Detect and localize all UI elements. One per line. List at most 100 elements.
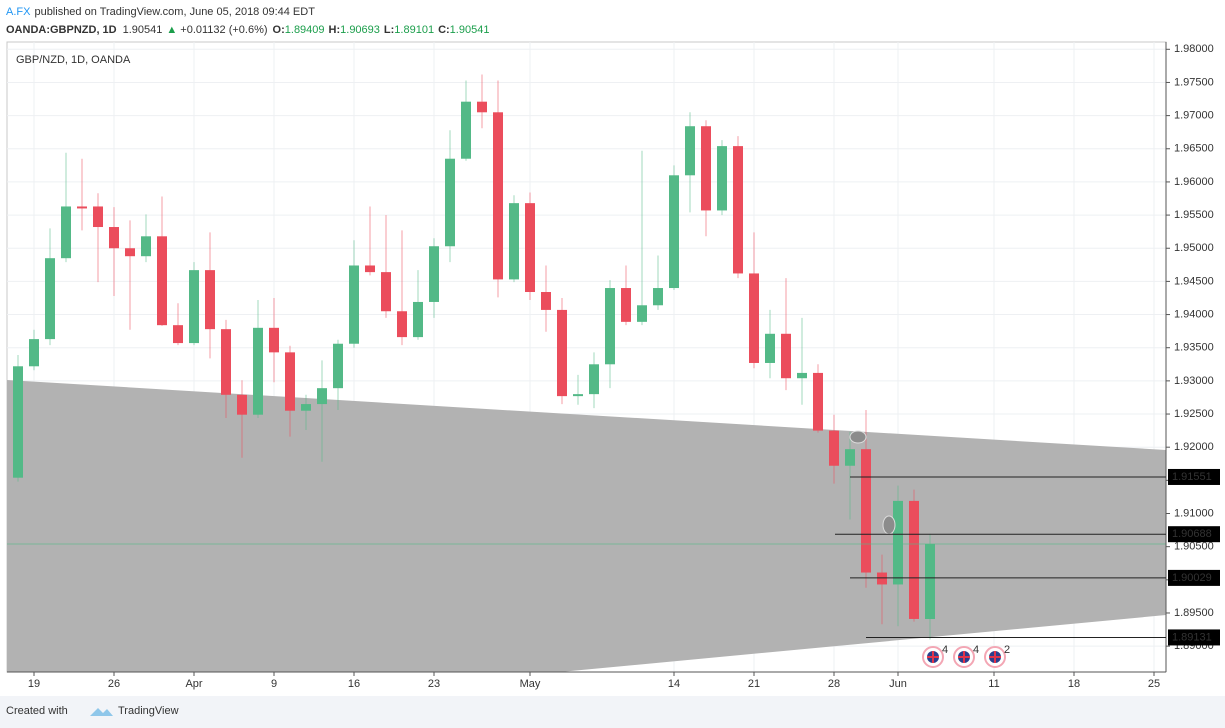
close-label: C: [438, 24, 450, 36]
x-tick-label: 18 [1068, 678, 1080, 690]
y-tick-label: 1.90500 [1174, 541, 1214, 553]
candle-body [301, 404, 311, 411]
candle-body [13, 366, 23, 478]
candle-body [285, 352, 295, 411]
y-tick-label: 1.95000 [1174, 242, 1214, 254]
candle-body [109, 227, 119, 249]
low-label: L: [384, 24, 394, 36]
logo [90, 708, 113, 716]
open: 1.89409 [285, 24, 325, 36]
candle-body [845, 449, 855, 466]
y-tick-label: 1.89500 [1174, 607, 1214, 619]
marker [849, 430, 867, 444]
candle-body [669, 175, 679, 289]
author[interactable]: A.FX [6, 6, 31, 18]
candle-body [157, 236, 167, 326]
change: +0.01132 (+0.6%) [180, 24, 267, 36]
created-with: Created with [6, 705, 68, 717]
candle-body [525, 203, 535, 293]
candle-body [93, 206, 103, 228]
y-tick-label: 1.98000 [1174, 43, 1214, 55]
event-count: 4 [973, 644, 979, 656]
candle-body [733, 146, 743, 274]
candle-body [925, 543, 935, 620]
published: published on TradingView.com, June 05, 2… [34, 6, 315, 18]
x-tick-label: 26 [108, 678, 120, 690]
candle-body [749, 273, 759, 363]
y-tick-label: 1.94000 [1174, 308, 1214, 320]
y-tick-label: 1.97500 [1174, 76, 1214, 88]
symbol: OANDA:GBPNZD, 1D [6, 24, 117, 36]
candle-body [909, 500, 919, 619]
candle-body [877, 572, 887, 585]
last: 1.90541 [123, 24, 163, 36]
axes: 1.890001.895001.900001.905001.910001.915… [28, 43, 1220, 690]
candle-body [413, 301, 423, 338]
candle-body [253, 327, 263, 415]
x-tick-label: 16 [348, 678, 360, 690]
event-cross [989, 651, 1001, 663]
candle-body [445, 158, 455, 247]
candle-body [269, 327, 279, 353]
candle-body [637, 305, 647, 322]
x-tick-label: 23 [428, 678, 440, 690]
candle-body [813, 372, 823, 431]
candle-body [861, 449, 871, 573]
price-label-box [1168, 569, 1220, 586]
x-tick-label: 28 [828, 678, 840, 690]
y-tick-label: 1.92000 [1174, 441, 1214, 453]
candle-body [701, 126, 711, 211]
candle-body [349, 265, 359, 344]
candle-body [29, 339, 39, 367]
x-tick-label: 11 [988, 678, 999, 690]
candle-body [61, 206, 71, 259]
candle-body [509, 203, 519, 280]
y-tick-label: 1.96500 [1174, 143, 1214, 155]
candles [7, 74, 1166, 640]
y-tick-label: 1.93500 [1174, 342, 1214, 354]
candle-body [589, 364, 599, 395]
brand[interactable]: TradingView [118, 705, 179, 717]
x-tick-label: 9 [271, 678, 277, 690]
x-tick-label: May [520, 678, 541, 690]
price-label-box [1168, 468, 1220, 485]
price-label-box [1168, 526, 1220, 543]
publish-line: A.FX published on TradingView.com, June 0… [6, 6, 315, 18]
event-cross [958, 651, 970, 663]
x-tick-label: Jun [889, 678, 907, 690]
candle-body [605, 288, 615, 365]
candle-body [573, 394, 583, 397]
candle-body [829, 430, 839, 466]
high: 1.90693 [340, 24, 380, 36]
candle-body [461, 101, 471, 159]
candle-body [717, 146, 727, 211]
price-label: 1.90688 [1172, 528, 1212, 540]
price-label-box [1168, 629, 1220, 646]
candle-body [653, 288, 663, 306]
candle-body [189, 270, 199, 344]
candle-body [893, 500, 903, 585]
arrow: ▲ [166, 24, 177, 36]
marker [882, 515, 896, 535]
close: 1.90541 [450, 24, 490, 36]
low: 1.89101 [394, 24, 434, 36]
candle-body [237, 394, 247, 415]
candle-body [557, 309, 567, 397]
candle-body [493, 112, 503, 280]
candle-body [781, 333, 791, 379]
candle-body [365, 265, 375, 273]
candle-body [765, 333, 775, 363]
candle-body [173, 325, 183, 344]
y-tick-label: 1.95500 [1174, 209, 1214, 221]
x-tick-label: 19 [28, 678, 40, 690]
channel [7, 380, 1166, 672]
event-cross [927, 651, 939, 663]
y-tick-label: 1.92500 [1174, 408, 1214, 420]
x-tick-label: Apr [185, 678, 202, 690]
candle-body [77, 206, 87, 209]
candle-body [221, 329, 231, 395]
y-tick-label: 1.96000 [1174, 176, 1214, 188]
price-label: 1.90029 [1172, 572, 1212, 584]
open-label: O: [273, 24, 285, 36]
